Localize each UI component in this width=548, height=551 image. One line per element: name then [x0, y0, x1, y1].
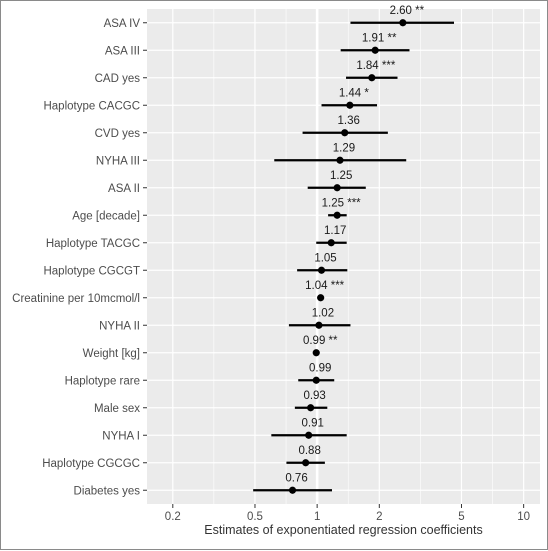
estimate-point	[399, 19, 407, 27]
estimate-point	[312, 376, 320, 384]
y-tick-label: ASA IV	[104, 18, 141, 30]
coefficient-row: 2.60 **	[350, 5, 455, 27]
estimate-point	[371, 46, 379, 54]
estimate-label: 1.44 *	[339, 87, 370, 99]
estimate-label: 0.88	[298, 445, 320, 457]
y-tick-label: Haplotype rare	[65, 375, 140, 387]
x-axis-title: Estimates of exponentiated regression co…	[204, 523, 482, 537]
plot-panel	[147, 9, 540, 504]
estimate-point	[288, 486, 297, 494]
estimate-point	[368, 74, 376, 82]
y-tick-label: NYHA III	[96, 155, 140, 167]
coefficient-row: 1.44 *	[321, 87, 378, 109]
y-tick-label: NYHA I	[102, 430, 140, 442]
estimate-label: 2.60 **	[390, 5, 425, 17]
estimate-point	[312, 349, 320, 357]
estimate-point	[336, 156, 344, 164]
x-tick-label: 10	[517, 511, 530, 523]
y-tick-label: CVD yes	[95, 128, 141, 140]
estimate-point	[317, 294, 325, 302]
x-tick-label: 5	[458, 511, 464, 523]
y-tick-label: Haplotype CACGC	[43, 100, 140, 112]
estimate-label: 0.91	[301, 417, 323, 429]
coefficient-row: 1.29	[274, 142, 407, 164]
estimate-label: 0.93	[303, 390, 325, 402]
y-axis-labels: ASA IV ASA III CAD yes Haplotype CACGC CVD y…	[12, 18, 147, 497]
coefficient-rows: 2.60 ** 1.91 ** 1.84 *** 1.44 * 1.36 1.29 1.25…	[253, 5, 455, 494]
coefficient-row: 1.25	[307, 170, 366, 192]
coefficient-row: 0.88	[286, 445, 325, 467]
y-tick-label: ASA II	[108, 183, 140, 195]
y-tick-label: Male sex	[94, 403, 140, 415]
estimate-point	[346, 101, 354, 109]
estimate-label: 1.04 ***	[305, 280, 345, 292]
coefficient-row: 0.99 **	[303, 335, 338, 357]
coefficient-row: 1.25 ***	[322, 197, 362, 219]
y-tick-label: Haplotype TACGC	[46, 238, 140, 250]
estimate-point	[305, 431, 313, 439]
estimate-point	[327, 239, 335, 247]
coefficient-row: 1.05	[297, 252, 348, 274]
estimate-label: 1.91 **	[362, 32, 397, 44]
y-tick-label: Weight [kg]	[83, 348, 140, 360]
estimate-label: 1.17	[324, 225, 346, 237]
coefficient-row: 0.93	[294, 390, 328, 412]
coefficient-row: 1.02	[288, 307, 351, 329]
y-tick-label: Age [decade]	[72, 210, 140, 222]
y-tick-label: Haplotype CGCGT	[43, 265, 140, 277]
estimate-label: 0.99 **	[303, 335, 338, 347]
x-tick-label: 2	[376, 511, 382, 523]
estimate-point	[315, 321, 323, 329]
coefficient-row: 0.91	[271, 417, 347, 439]
y-tick-label: Diabetes yes	[74, 485, 141, 497]
estimate-label: 1.25 ***	[322, 197, 362, 209]
x-tick-label: 0.5	[247, 511, 263, 523]
y-tick-label: Haplotype CGCGC	[42, 458, 140, 470]
y-tick-label: Creatinine per 10mcmol/l	[12, 293, 140, 305]
coefficient-row: 0.99	[298, 362, 335, 384]
coefficient-row: 1.04 ***	[305, 280, 345, 302]
x-tick-label: 0.2	[165, 511, 181, 523]
estimate-point	[341, 129, 349, 137]
coefficient-row: 1.17	[316, 225, 347, 247]
coefficient-row: 1.91 **	[340, 32, 410, 54]
coefficient-row: 1.84 ***	[346, 60, 398, 82]
estimate-label: 1.84 ***	[356, 60, 396, 72]
y-tick-label: CAD yes	[95, 73, 141, 85]
coefficient-row: 0.76	[253, 472, 332, 494]
estimate-label: 1.29	[333, 142, 355, 154]
estimate-label: 1.25	[330, 170, 352, 182]
x-axis-tick-labels: 0.2 0.5 1 2 5 10	[165, 504, 530, 523]
estimate-label: 0.99	[309, 362, 331, 374]
estimate-point	[302, 459, 310, 467]
y-tick-label: NYHA II	[99, 320, 140, 332]
estimate-label: 0.76	[285, 472, 307, 484]
estimate-label: 1.02	[312, 307, 334, 319]
x-tick-label: 1	[314, 511, 320, 523]
estimate-point	[307, 404, 315, 412]
estimate-point	[317, 266, 326, 274]
y-tick-label: ASA III	[105, 45, 140, 57]
estimate-point	[333, 211, 341, 219]
coefficient-row: 1.36	[302, 115, 388, 137]
estimate-point	[333, 184, 341, 192]
estimate-label: 1.36	[338, 115, 360, 127]
estimate-label: 1.05	[314, 252, 336, 264]
